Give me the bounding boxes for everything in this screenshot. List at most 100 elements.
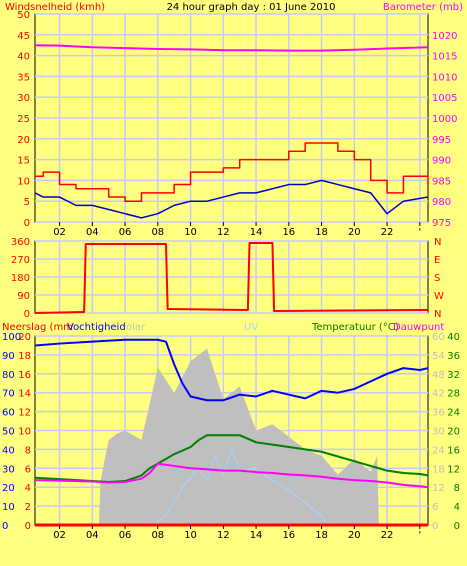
x-tick-label: 02 [53, 227, 66, 238]
wind-tick-label: 5 [24, 197, 30, 208]
barometer-axis-label: Barometer (mb) [383, 2, 463, 13]
rain-tick-label: 0 [25, 521, 31, 532]
solar-tick-label: 0 [432, 521, 438, 532]
x-tick-label: 10 [184, 227, 197, 238]
solar-tick-label: 6 [432, 502, 438, 513]
barometer-tick-label: 1005 [432, 93, 457, 104]
x-tick-label: ' [418, 227, 421, 238]
rain-tick-label: 18 [18, 351, 31, 362]
compass-tick-label: N [434, 309, 441, 320]
humidity-tick-label: 40 [2, 445, 15, 456]
x-tick-label: 02 [53, 530, 66, 541]
humidity-tick-label: 70 [2, 389, 15, 400]
wind-tick-label: 50 [17, 10, 30, 21]
solar-tick-label: 30 [432, 427, 445, 438]
wind-axis-label: Windsnelheid (kmh) [5, 2, 105, 13]
solar-tick-label: 42 [432, 389, 445, 400]
direction-tick-label: 180 [11, 273, 30, 284]
rain-tick-label: 14 [18, 389, 31, 400]
humidity-axis-label: Vochtigheid [67, 322, 126, 333]
solar-tick-label: 18 [432, 464, 445, 475]
barometer-tick-label: 995 [432, 135, 451, 146]
wind-tick-label: 45 [17, 31, 30, 42]
humidity-tick-label: 100 [2, 332, 21, 343]
solar-tick-label: 24 [432, 445, 445, 456]
wind-tick-label: 10 [17, 176, 30, 187]
rain-tick-label: 2 [25, 502, 31, 513]
solar-tick-label: 48 [432, 370, 445, 381]
humidity-tick-label: 80 [2, 370, 15, 381]
humidity-tick-label: 90 [2, 351, 15, 362]
wind-avg-line [34, 179, 429, 219]
compass-tick-label: E [434, 255, 440, 266]
dewpoint-line [34, 462, 429, 489]
uv-axis-label: UV [244, 322, 258, 333]
wind-tick-label: 0 [24, 218, 30, 229]
wind-tick-label: 15 [17, 156, 30, 167]
temperature-axis-label: Temperatuur (°C) [311, 322, 399, 333]
x-tick-label: 04 [86, 530, 99, 541]
wind-tick-label: 20 [17, 135, 30, 146]
x-tick-label: 18 [315, 530, 328, 541]
wind-gust-line [35, 142, 429, 202]
rain-tick-label: 10 [18, 427, 31, 438]
x-tick-label: 12 [217, 530, 230, 541]
temp-tick-label: 12 [447, 464, 460, 475]
x-tick-label: 06 [119, 530, 132, 541]
humidity-tick-label: 20 [2, 483, 15, 494]
x-tick-label: 08 [151, 530, 164, 541]
x-tick-label: 04 [86, 227, 99, 238]
wind-tick-label: 25 [17, 114, 30, 125]
humidity-tick-label: 60 [2, 408, 15, 419]
temperature-line [34, 434, 429, 484]
x-tick-label: 20 [348, 227, 361, 238]
temp-tick-label: 0 [454, 521, 460, 532]
temp-tick-label: 28 [447, 389, 460, 400]
wind-direction-line [34, 242, 429, 314]
rain-tick-label: 16 [18, 370, 31, 381]
direction-tick-label: 0 [24, 309, 30, 320]
x-tick-label: 10 [184, 530, 197, 541]
x-tick-label: ' [418, 530, 421, 541]
humidity-tick-label: 50 [2, 427, 15, 438]
x-tick-label: 12 [217, 227, 230, 238]
rain-tick-label: 6 [25, 464, 31, 475]
temp-tick-label: 16 [447, 445, 460, 456]
x-tick-label: 18 [315, 227, 328, 238]
temp-tick-label: 4 [454, 502, 460, 513]
solar-tick-label: 12 [432, 483, 445, 494]
wind-tick-label: 40 [17, 52, 30, 63]
barometer-line [34, 44, 429, 52]
temp-tick-label: 24 [447, 408, 460, 419]
direction-tick-label: 360 [11, 237, 30, 248]
humidity-tick-label: 0 [2, 521, 8, 532]
chart-title: 24 hour graph day : 01 June 2010 [167, 2, 336, 13]
rain-axis-label: Neerslag (mm [2, 322, 73, 333]
uv-line [35, 448, 428, 526]
compass-tick-label: W [434, 291, 444, 302]
barometer-tick-label: 985 [432, 176, 451, 187]
rain-tick-label: 4 [25, 483, 31, 494]
humidity-tick-label: 30 [2, 464, 15, 475]
wind-tick-label: 30 [17, 93, 30, 104]
humidity-line [34, 338, 429, 402]
x-tick-label: 14 [250, 227, 263, 238]
barometer-tick-label: 1010 [432, 72, 457, 83]
x-tick-label: 16 [282, 227, 295, 238]
wind-tick-label: 35 [17, 72, 30, 83]
rain-tick-label: 20 [18, 332, 31, 343]
compass-tick-label: S [434, 273, 440, 284]
x-tick-label: 22 [381, 530, 394, 541]
temp-tick-label: 36 [447, 351, 460, 362]
solar-tick-label: 36 [432, 408, 445, 419]
barometer-tick-label: 975 [432, 218, 451, 229]
solar-tick-label: 60 [432, 332, 445, 343]
temp-tick-label: 32 [447, 370, 460, 381]
temp-tick-label: 40 [447, 332, 460, 343]
x-tick-label: 08 [151, 227, 164, 238]
x-tick-label: 20 [348, 530, 361, 541]
humidity-tick-label: 10 [2, 502, 15, 513]
solar-axis-label: olar [126, 322, 146, 333]
x-tick-label: 06 [119, 227, 132, 238]
rain-tick-label: 12 [18, 408, 31, 419]
